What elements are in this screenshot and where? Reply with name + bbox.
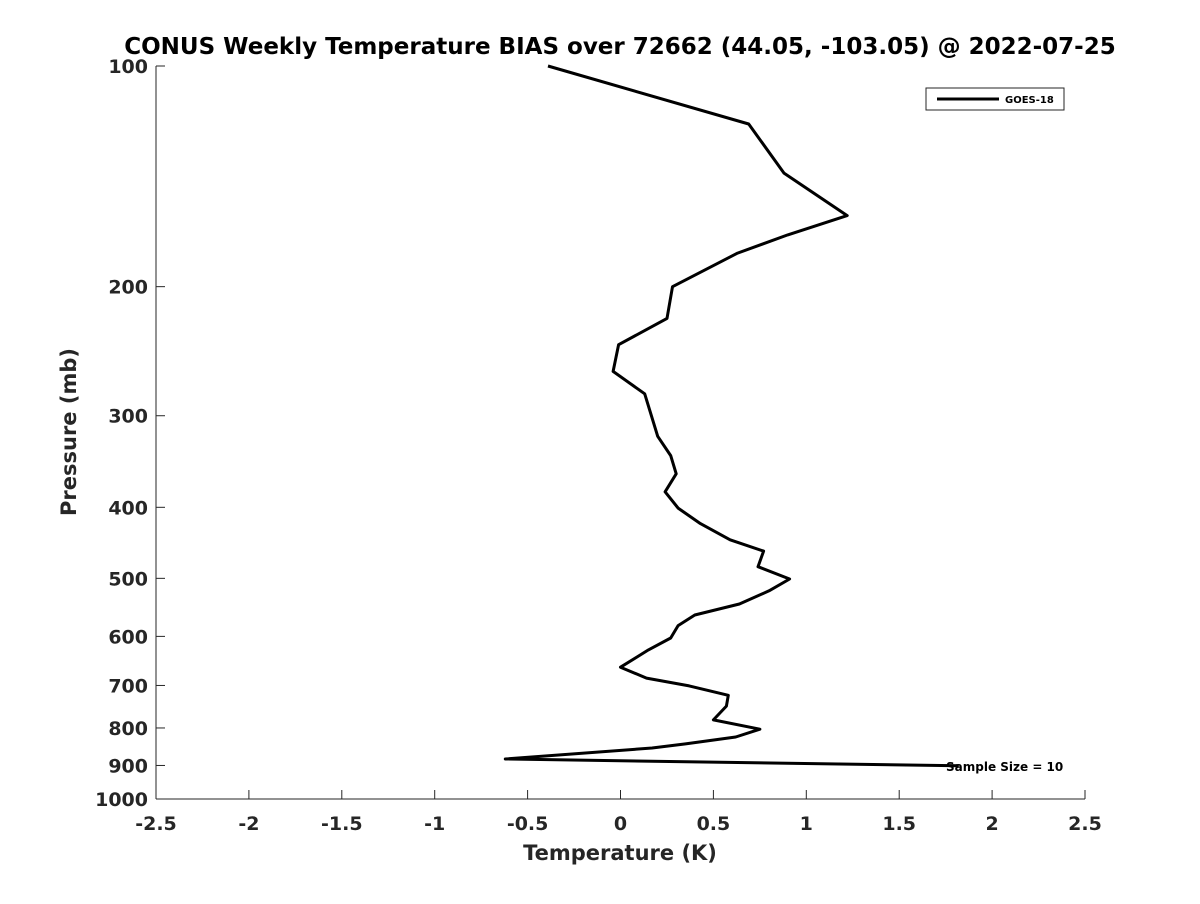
x-ticks: -2.5 -2 -1.5 -1 -0.5 0 0.5 1 1.5 2 2.5 — [135, 790, 1102, 835]
y-tick-label: 100 — [108, 56, 148, 78]
y-tick-label: 500 — [108, 568, 148, 590]
sample-size-annotation: Sample Size = 10 — [946, 760, 1063, 774]
x-tick-label: -2.5 — [135, 813, 177, 835]
x-tick-label: 1.5 — [882, 813, 916, 835]
x-tick-label: 2 — [985, 813, 998, 835]
x-tick-label: 2.5 — [1068, 813, 1102, 835]
legend-label-goes-18: GOES-18 — [1005, 95, 1054, 106]
y-tick-label: 900 — [108, 755, 148, 777]
y-tick-label: 700 — [108, 675, 148, 697]
x-axis-label: Temperature (K) — [523, 841, 717, 865]
x-tick-label: 0.5 — [697, 813, 731, 835]
y-tick-label: 600 — [108, 626, 148, 648]
y-tick-label: 800 — [108, 718, 148, 740]
y-ticks: 100 200 300 400 500 600 700 800 900 1000 — [95, 56, 165, 811]
y-tick-label: 200 — [108, 277, 148, 299]
chart-title: CONUS Weekly Temperature BIAS over 72662… — [124, 34, 1115, 60]
x-tick-label: 1 — [800, 813, 813, 835]
y-tick-label: 1000 — [95, 789, 148, 811]
series-line-goes-18 — [503, 64, 959, 768]
y-axis-label: Pressure (mb) — [57, 348, 81, 516]
x-tick-label: -1 — [424, 813, 445, 835]
series-group — [503, 64, 959, 768]
x-tick-label: -0.5 — [507, 813, 549, 835]
x-tick-label: -1.5 — [321, 813, 363, 835]
plot-area — [156, 66, 1085, 799]
legend: GOES-18 — [925, 87, 1065, 111]
y-tick-label: 400 — [108, 497, 148, 519]
x-tick-label: -2 — [238, 813, 259, 835]
x-tick-label: 0 — [614, 813, 627, 835]
y-tick-label: 300 — [108, 406, 148, 428]
